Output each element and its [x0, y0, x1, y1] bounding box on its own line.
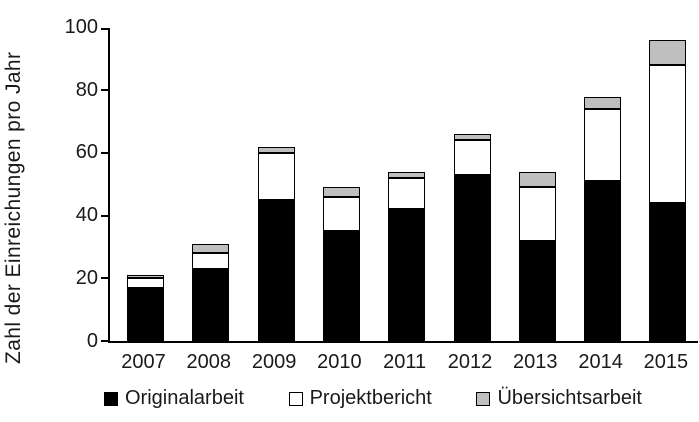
legend-item-projektbericht: Projektbericht	[288, 387, 432, 410]
x-axis-label: 2014	[578, 351, 623, 373]
bar-segment--bersichtsarbeit	[322, 187, 360, 197]
bar-segment-projektbericht	[518, 187, 556, 241]
x-axis-label: 2009	[251, 351, 297, 373]
y-tick-label: 0	[86, 329, 98, 352]
legend-label: Originalarbeit	[125, 387, 244, 409]
legend-swatch-originalarbeit-icon	[104, 391, 118, 406]
bar-segment--bersichtsarbeit	[649, 40, 687, 66]
bar-segment--bersichtsarbeit	[584, 96, 622, 110]
y-tick-mark	[101, 151, 110, 154]
bar-group-2013	[518, 171, 556, 341]
plot-area	[101, 27, 698, 343]
bar-segment-originalarbeit	[453, 174, 491, 341]
x-axis-label: 2008	[186, 351, 232, 373]
legend-label: Übersichtsarbeit	[497, 387, 642, 409]
bar-segment--bersichtsarbeit	[127, 275, 164, 279]
legend-swatch-projektbericht-icon	[288, 391, 303, 406]
bar-segment--bersichtsarbeit	[518, 171, 556, 188]
y-tick-mark	[101, 214, 110, 217]
legend-item-originalarbeit: Originalarbeit	[104, 387, 244, 410]
y-tick-mark	[101, 340, 110, 342]
bar-segment-projektbericht	[453, 140, 491, 175]
y-tick-label: 100	[64, 16, 98, 38]
x-axis-label: 2011	[383, 351, 427, 373]
bar-segment-originalarbeit	[192, 268, 230, 341]
bar-group-2014	[584, 96, 622, 341]
x-axis-label: 2015	[643, 351, 689, 373]
x-axis-label: 2010	[317, 351, 362, 373]
bar-segment-originalarbeit	[257, 199, 295, 341]
bar-segment-projektbericht	[322, 196, 360, 232]
y-tick-label: 40	[75, 204, 98, 227]
bar-segment-projektbericht	[584, 109, 622, 182]
legend-label: Projektbericht	[309, 387, 432, 409]
bar-segment--bersichtsarbeit	[192, 243, 230, 254]
bar-segment-originalarbeit	[518, 240, 556, 341]
x-axis-label: 2013	[513, 351, 558, 373]
legend-item--bersichtsarbeit: Übersichtsarbeit	[476, 387, 642, 410]
y-tick-label: 80	[75, 78, 98, 101]
legend: Originalarbeit Projektbericht Übersichtsar…	[104, 387, 642, 410]
x-axis-label: 2007	[121, 351, 166, 373]
bar-group-2011	[388, 171, 426, 341]
bar-group-2010	[322, 187, 360, 341]
bar-segment--bersichtsarbeit	[388, 171, 426, 178]
bar-segment-projektbericht	[192, 253, 230, 269]
y-tick-mark	[101, 89, 110, 92]
bar-group-2015	[649, 40, 687, 341]
bar-group-2009	[257, 146, 295, 341]
bar-segment-projektbericht	[127, 278, 164, 288]
bar-segment-originalarbeit	[584, 181, 622, 341]
bar-segment-projektbericht	[388, 178, 426, 210]
y-tick-mark	[101, 277, 110, 280]
bar-segment-originalarbeit	[388, 209, 426, 341]
bar-group-2007	[127, 275, 164, 341]
y-tick-mark	[101, 27, 110, 30]
bar-segment-projektbericht	[257, 152, 295, 200]
legend-swatch--bersichtsarbeit-icon	[476, 391, 491, 406]
bar-segment--bersichtsarbeit	[257, 146, 295, 153]
x-axis-label: 2012	[447, 351, 493, 373]
bar-group-2012	[453, 134, 491, 341]
y-tick-label: 60	[75, 141, 98, 164]
bar-group-2008	[192, 243, 230, 341]
bar-segment-originalarbeit	[649, 203, 687, 341]
bar-segment--bersichtsarbeit	[453, 134, 491, 141]
bar-segment-originalarbeit	[127, 287, 164, 341]
y-axis-title: Zahl der Einreichungen pro Jahr	[2, 51, 25, 365]
y-tick-label: 20	[75, 266, 98, 289]
bar-segment-projektbericht	[649, 65, 687, 204]
bar-segment-originalarbeit	[322, 231, 360, 341]
